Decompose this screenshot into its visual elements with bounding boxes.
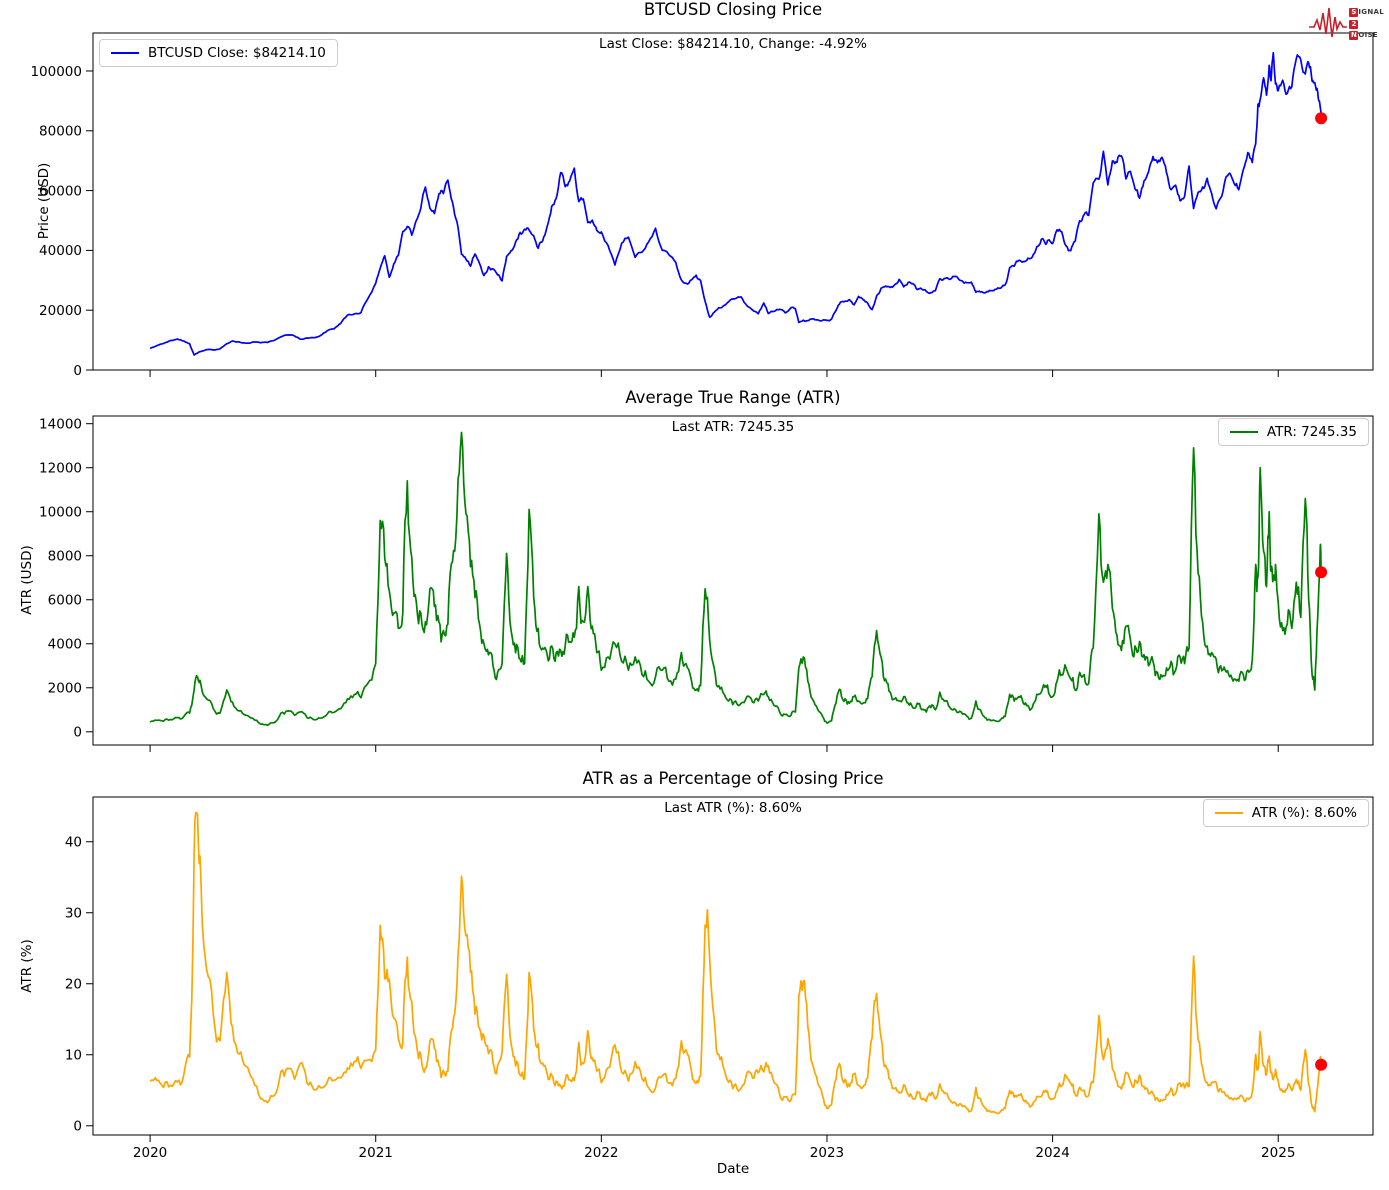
svg-text:10: 10 [65, 1048, 82, 1064]
panel2-ylabel: ATR (USD) [19, 545, 35, 615]
panel3-legend-line-sample [1214, 811, 1243, 815]
waveform-icon [1309, 7, 1348, 38]
panel2-legend-line-sample [1229, 430, 1258, 434]
svg-text:6000: 6000 [48, 593, 82, 609]
logo-letter-n: N [1349, 30, 1359, 40]
svg-text:40000: 40000 [39, 243, 82, 259]
svg-text:60000: 60000 [39, 183, 82, 199]
svg-text:14000: 14000 [39, 417, 82, 433]
svg-text:2020: 2020 [133, 1145, 167, 1161]
panel2-subtitle: Last ATR: 7245.35 [671, 419, 795, 435]
logo-word-ignal: IGNAL [1358, 7, 1384, 16]
svg-text:2000: 2000 [48, 681, 82, 697]
svg-text:0: 0 [73, 363, 82, 379]
svg-text:0: 0 [73, 725, 82, 741]
panel3-ylabel: ATR (%) [19, 939, 35, 993]
svg-text:4000: 4000 [48, 637, 82, 653]
svg-text:12000: 12000 [39, 461, 82, 477]
svg-text:100000: 100000 [30, 64, 82, 80]
panel1-legend-label: BTCUSD Close: $84214.10 [148, 45, 326, 61]
logo-signal2noise: S IGNAL 2 N OISE [1308, 2, 1384, 44]
panel3-legend: ATR (%): 8.60% [1202, 799, 1369, 827]
svg-text:40: 40 [65, 835, 82, 851]
svg-text:80000: 80000 [39, 124, 82, 140]
panel1-legend: BTCUSD Close: $84214.10 [99, 39, 338, 67]
svg-text:2024: 2024 [1035, 1145, 1069, 1161]
svg-text:2025: 2025 [1261, 1145, 1295, 1161]
svg-text:30: 30 [65, 906, 82, 922]
svg-text:10000: 10000 [39, 505, 82, 521]
panel3-legend-label: ATR (%): 8.60% [1251, 805, 1357, 821]
logo-letter-2: 2 [1349, 19, 1359, 29]
svg-text:8000: 8000 [48, 549, 82, 565]
panel1-subtitle: Last Close: $84214.10, Change: -4.92% [599, 36, 867, 52]
panel2-title: Average True Range (ATR) [625, 388, 841, 407]
panel3-title: ATR as a Percentage of Closing Price [582, 769, 884, 788]
panel1-title: BTCUSD Closing Price [643, 0, 823, 19]
panel2-legend: ATR: 7245.35 [1217, 418, 1369, 446]
svg-text:20: 20 [65, 977, 82, 993]
logo-text: S IGNAL 2 N OISE [1349, 6, 1384, 41]
logo-word-oise: OISE [1358, 30, 1378, 39]
x-axis-label: Date [716, 1161, 750, 1177]
logo-letter-s: S [1349, 7, 1359, 17]
panel1-ylabel: Price (USD) [36, 162, 52, 240]
svg-text:2023: 2023 [810, 1145, 844, 1161]
panel2-legend-label: ATR: 7245.35 [1266, 424, 1357, 440]
panel3-subtitle: Last ATR (%): 8.60% [664, 800, 802, 816]
panel1-legend-line-sample [111, 51, 139, 55]
svg-text:2022: 2022 [584, 1145, 618, 1161]
svg-text:0: 0 [73, 1119, 82, 1135]
svg-text:2021: 2021 [359, 1145, 393, 1161]
svg-text:20000: 20000 [39, 303, 82, 319]
